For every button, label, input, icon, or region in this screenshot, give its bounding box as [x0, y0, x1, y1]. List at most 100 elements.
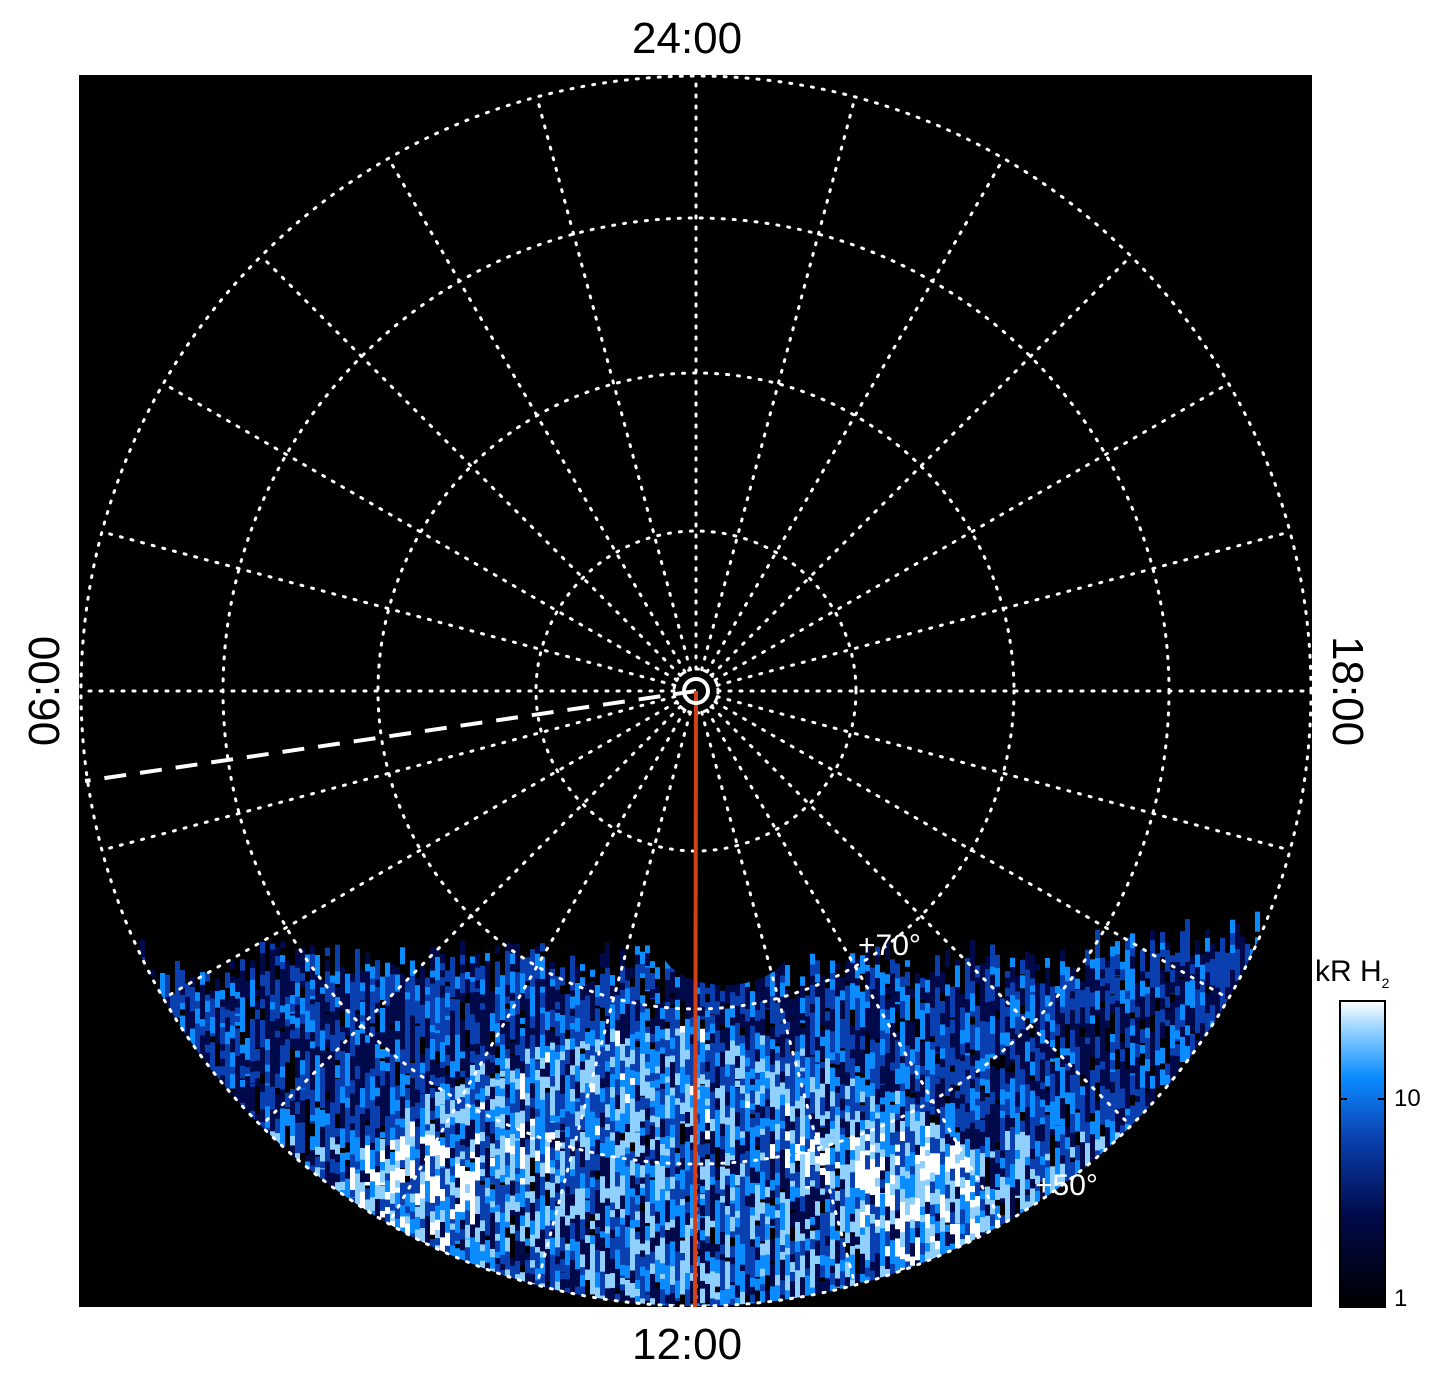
- emission-pixel: [420, 1084, 425, 1093]
- emission-pixel: [635, 999, 640, 1025]
- emission-pixel: [1010, 1137, 1015, 1161]
- emission-pixel: [840, 1062, 845, 1085]
- emission-pixel: [405, 1007, 410, 1046]
- emission-pixel: [805, 1176, 810, 1187]
- emission-pixel: [635, 1020, 640, 1042]
- emission-pixel: [555, 1077, 560, 1090]
- emission-pixel: [830, 1091, 835, 1122]
- emission-pixel: [630, 1110, 635, 1122]
- emission-pixel: [245, 1309, 250, 1316]
- emission-pixel: [725, 1184, 730, 1206]
- emission-pixel: [575, 1251, 580, 1273]
- emission-pixel: [710, 1118, 715, 1141]
- emission-pixel: [1010, 995, 1015, 1032]
- emission-pixel: [515, 984, 520, 1031]
- emission-pixel: [315, 955, 320, 977]
- emission-pixel: [790, 1271, 795, 1290]
- emission-pixel: [390, 1068, 395, 1099]
- emission-pixel: [450, 1061, 455, 1078]
- emission-pixel: [635, 1288, 640, 1297]
- emission-pixel: [1065, 989, 1070, 999]
- emission-pixel: [710, 1023, 715, 1035]
- emission-pixel: [875, 1112, 880, 1120]
- emission-pixel: [830, 1305, 835, 1306]
- emission-pixel: [490, 1166, 495, 1185]
- emission-pixel: [470, 1051, 475, 1063]
- emission-pixel: [910, 1097, 915, 1107]
- emission-pixel: [1050, 1073, 1055, 1107]
- emission-pixel: [735, 1112, 740, 1133]
- emission-pixel: [400, 947, 405, 965]
- emission-pixel: [620, 1050, 625, 1063]
- emission-pixel: [770, 1026, 775, 1043]
- emission-pixel: [490, 1176, 495, 1184]
- emission-pixel: [660, 1165, 665, 1204]
- emission-pixel: [905, 977, 910, 994]
- emission-pixel: [465, 972, 470, 982]
- emission-pixel: [315, 974, 320, 1003]
- emission-pixel: [1020, 1143, 1025, 1179]
- emission-pixel: [535, 1189, 540, 1207]
- emission-pixel: [830, 1265, 835, 1277]
- emission-pixel: [965, 1157, 970, 1173]
- emission-pixel: [390, 1305, 395, 1306]
- emission-pixel: [660, 1225, 665, 1243]
- emission-pixel: [230, 1038, 235, 1055]
- emission-pixel: [710, 1091, 715, 1113]
- emission-pixel: [835, 1126, 840, 1151]
- emission-pixel: [445, 1218, 450, 1236]
- emission-pixel: [625, 988, 630, 1006]
- emission-pixel: [1045, 1167, 1050, 1200]
- emission-pixel: [765, 1254, 770, 1270]
- emission-pixel: [650, 1298, 655, 1306]
- emission-pixel: [790, 1053, 795, 1083]
- emission-pixel: [360, 982, 365, 997]
- emission-pixel: [330, 982, 335, 994]
- emission-pixel: [710, 1131, 715, 1176]
- emission-pixel: [1030, 1103, 1035, 1120]
- emission-pixel: [485, 1085, 490, 1096]
- emission-pixel: [865, 1120, 870, 1130]
- emission-pixel: [675, 1216, 680, 1234]
- emission-pixel: [635, 954, 640, 972]
- emission-pixel: [905, 960, 910, 967]
- emission-pixel: [445, 1168, 450, 1188]
- emission-pixel: [950, 986, 955, 1018]
- emission-pixel: [510, 1015, 515, 1040]
- emission-pixel: [495, 1085, 500, 1100]
- emission-pixel: [965, 1055, 970, 1081]
- emission-pixel: [800, 1265, 805, 1282]
- emission-pixel: [695, 1067, 700, 1111]
- emission-pixel: [520, 1017, 525, 1024]
- emission-pixel: [340, 1050, 345, 1072]
- emission-pixel: [1020, 1131, 1025, 1149]
- emission-pixel: [425, 1114, 430, 1122]
- emission-pixel: [935, 1001, 940, 1024]
- emission-pixel: [595, 1213, 600, 1221]
- emission-pixel: [260, 1047, 265, 1075]
- emission-pixel: [560, 1060, 565, 1085]
- emission-pixel: [535, 1252, 540, 1270]
- emission-pixel: [930, 1181, 935, 1205]
- emission-pixel: [595, 1052, 600, 1066]
- emission-pixel: [795, 1051, 800, 1090]
- emission-pixel: [970, 1185, 975, 1220]
- emission-pixel: [985, 1068, 990, 1080]
- emission-pixel: [950, 1093, 955, 1112]
- emission-pixel: [490, 1233, 495, 1263]
- emission-pixel: [945, 1113, 950, 1130]
- emission-pixel: [885, 1206, 890, 1221]
- emission-pixel: [605, 1093, 610, 1102]
- emission-pixel: [1020, 1014, 1025, 1038]
- emission-pixel: [1050, 1020, 1055, 1062]
- emission-pixel: [755, 1236, 760, 1256]
- emission-pixel: [825, 1118, 830, 1142]
- emission-pixel: [450, 1166, 455, 1176]
- emission-pixel: [690, 1197, 695, 1205]
- emission-pixel: [330, 1149, 335, 1164]
- emission-pixel: [665, 1303, 670, 1306]
- emission-pixel: [1015, 1092, 1020, 1111]
- emission-pixel: [955, 1098, 960, 1109]
- emission-pixel: [270, 972, 275, 1002]
- emission-pixel: [335, 1020, 340, 1046]
